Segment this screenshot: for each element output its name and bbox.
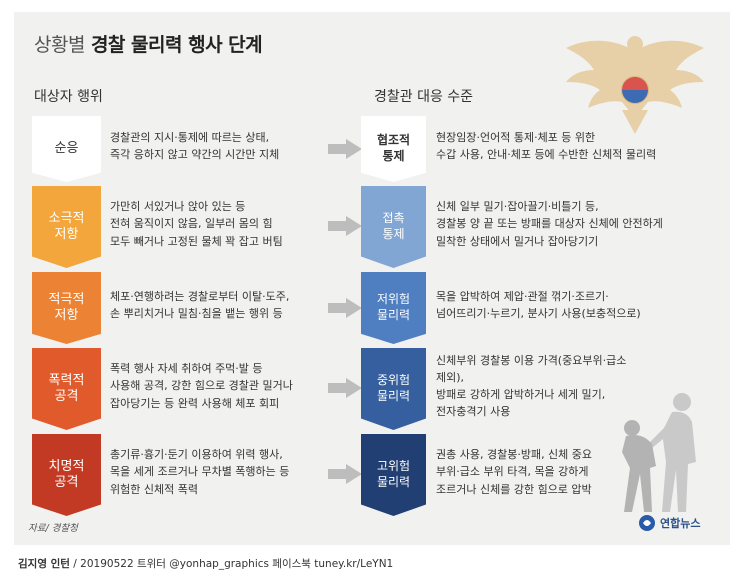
police-response-description: 목을 압박하여 제압·관절 꺾기·조르기· 넘어뜨리기·누르기, 분사기 사용(…	[436, 289, 641, 320]
subject-behavior-text: 소극적 저항	[48, 210, 85, 242]
credit-rest: / 20190522 트위터 @yonhap_graphics 페이스북 tun…	[69, 558, 394, 570]
police-response-label: 고위험 물리력	[361, 434, 426, 516]
subject-behavior-text: 폭력적 공격	[48, 372, 85, 404]
source-note: 자료/ 경찰청	[28, 523, 78, 534]
subject-behavior-label: 소극적 저항	[32, 186, 101, 268]
subject-behavior-label: 적극적 저항	[32, 272, 101, 344]
title-main: 경찰 물리력 행사 단계	[90, 34, 263, 56]
subject-behavior-description: 경찰관의 지시·통제에 따르는 상태, 즉각 응하지 않고 약간의 시간만 지체	[110, 130, 280, 161]
subject-behavior-label: 폭력적 공격	[32, 348, 101, 430]
arrow-right-icon	[328, 216, 362, 236]
title-prefix: 상황별	[34, 34, 85, 56]
arrow-right-icon	[328, 378, 362, 398]
police-response-text: 저위험 물리력	[376, 292, 411, 322]
arrow-right-icon	[328, 139, 362, 159]
police-response-label: 저위험 물리력	[361, 272, 426, 344]
police-emblem-icon	[566, 36, 704, 134]
arrow-right-icon	[328, 298, 362, 318]
police-response-label: 중위험 물리력	[361, 348, 426, 430]
yonhap-logo: 연합뉴스	[638, 514, 700, 532]
left-column-header: 대상자 행위	[34, 89, 103, 105]
police-response-description: 권총 사용, 경찰봉·방패, 신체 중요 부위·급소 부위 타격, 목을 강하게…	[436, 448, 593, 496]
logo-text: 연합뉴스	[660, 517, 701, 530]
arrow-right-icon	[328, 464, 362, 484]
force-level-row: 소극적 저항 가만히 서있거나 앉아 있는 등 전혀 움직이지 않음, 일부러 …	[14, 186, 730, 268]
subject-behavior-text: 치명적 공격	[48, 458, 85, 490]
police-response-description: 신체 일부 밀기·잡아끌기·비틀기 등, 경찰봉 양 끝 또는 방패를 대상자 …	[436, 200, 663, 248]
subject-behavior-text: 적극적 저항	[48, 291, 85, 323]
subject-behavior-description: 총기류·흉기·둔기 이용하여 위력 행사, 목을 세게 조르거나 무차별 폭행하…	[110, 448, 290, 496]
police-response-description: 신체부위 경찰봉 이용 가격(중요부위·급소 제외), 방패로 강하게 압박하거…	[436, 353, 627, 419]
force-level-row: 적극적 저항 체포·연행하려는 경찰로부터 이탈·도주, 손 뿌리치거나 밀침·…	[14, 272, 730, 344]
page-title: 상황별 경찰 물리력 행사 단계	[34, 30, 263, 57]
subject-behavior-description: 체포·연행하려는 경찰로부터 이탈·도주, 손 뿌리치거나 밀침·침을 뱉는 행…	[110, 289, 290, 320]
subject-behavior-description: 폭력 행사 자세 취하여 주먹·발 등 사용해 공격, 강한 힘으로 경찰관 밀…	[110, 362, 293, 410]
police-response-label: 협조적 통제	[361, 116, 426, 182]
yonhap-logo-icon	[639, 515, 655, 531]
infographic-panel: 상황별 경찰 물리력 행사 단계 대상자 행위 경찰관 대응 수준 순응 경찰관의…	[14, 12, 730, 545]
subject-behavior-text: 순응	[54, 140, 79, 156]
police-response-text: 중위험 물리력	[376, 373, 411, 403]
force-level-row: 폭력적 공격 폭력 행사 자세 취하여 주먹·발 등 사용해 공격, 강한 힘으…	[14, 348, 730, 430]
right-column-header: 경찰관 대응 수준	[374, 89, 474, 105]
subject-behavior-description: 가만히 서있거나 앉아 있는 등 전혀 움직이지 않음, 일부러 몸의 힘 모두…	[110, 200, 283, 248]
credit-author: 김지영 인턴	[18, 558, 70, 570]
force-level-row: 순응 경찰관의 지시·통제에 따르는 상태, 즉각 응하지 않고 약간의 시간만…	[14, 116, 730, 182]
police-response-text: 협조적 통제	[376, 133, 411, 163]
subject-behavior-label: 순응	[32, 116, 101, 182]
credit-line: 김지영 인턴 / 20190522 트위터 @yonhap_graphics 페…	[18, 556, 393, 571]
force-level-row: 치명적 공격 총기류·흉기·둔기 이용하여 위력 행사, 목을 세게 조르거나 …	[14, 434, 730, 516]
subject-behavior-label: 치명적 공격	[32, 434, 101, 516]
police-response-text: 고위험 물리력	[376, 459, 411, 489]
police-response-text: 접촉 통제	[382, 211, 405, 241]
officer-arrest-illustration	[622, 393, 696, 512]
police-response-description: 현장임장·언어적 통제·체포 등 위한 수갑 사용, 안내·체포 등에 수반한 …	[436, 130, 657, 161]
police-response-label: 접촉 통제	[361, 186, 426, 268]
